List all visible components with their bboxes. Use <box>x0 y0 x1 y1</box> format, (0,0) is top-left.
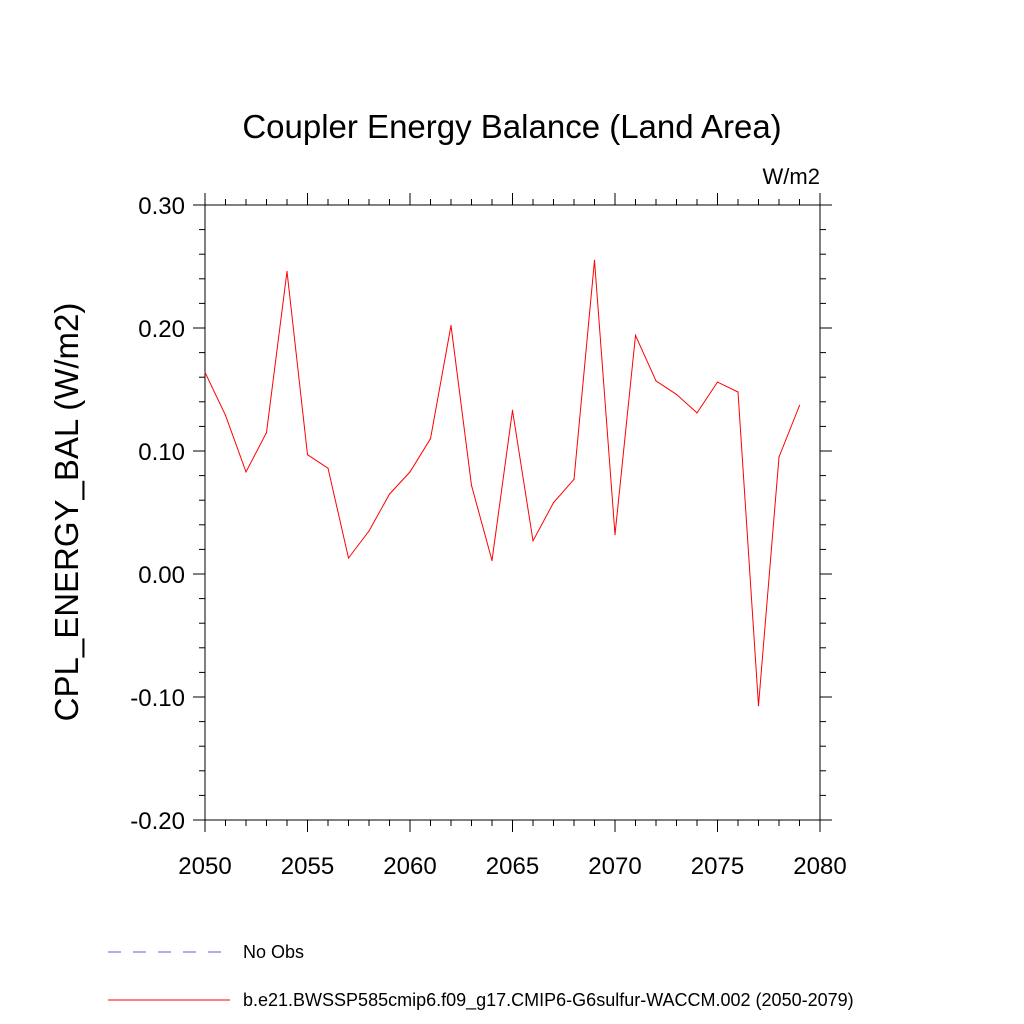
chart-title: Coupler Energy Balance (Land Area) <box>242 108 781 145</box>
y-tick-label: -0.10 <box>130 685 185 712</box>
data-point <box>778 456 780 458</box>
units-label: W/m2 <box>763 164 820 189</box>
data-point <box>552 502 555 504</box>
data-point <box>655 380 657 382</box>
data-point <box>450 324 452 327</box>
data-point <box>306 454 309 456</box>
data-point <box>409 471 411 473</box>
data-point <box>327 467 329 469</box>
data-point <box>470 484 473 487</box>
x-tick-label: 2070 <box>588 853 641 880</box>
data-point <box>204 371 206 373</box>
legend-label: b.e21.BWSSP585cmip6.f09_g17.CMIP6-G6sulf… <box>243 990 854 1011</box>
data-point <box>798 404 801 407</box>
axis-ticks: 2050 2055 2060 2065 2070 2075 2080 -0.20 -0.10 0.… <box>130 193 847 880</box>
data-point <box>388 493 391 495</box>
y-tick-label: 0.10 <box>138 439 185 466</box>
data-point <box>614 534 616 536</box>
data-point <box>716 381 719 383</box>
data-point <box>634 334 637 336</box>
data-point <box>593 259 596 261</box>
data-point <box>491 559 493 562</box>
data-point <box>224 414 227 416</box>
data-point <box>696 412 698 414</box>
x-tick-label: 2080 <box>793 853 846 880</box>
y-tick-label: 0.30 <box>138 193 185 220</box>
data-point <box>737 391 739 393</box>
data-point <box>368 530 370 532</box>
legend-label: No Obs <box>243 942 304 962</box>
data-point <box>511 409 514 412</box>
y-axis-label: CPL_ENERGY_BAL (W/m2) <box>48 303 85 722</box>
series-line <box>204 260 800 706</box>
data-point <box>429 438 432 440</box>
y-tick-label: -0.20 <box>130 808 185 835</box>
data-series-layer <box>204 259 801 707</box>
x-tick-label: 2050 <box>178 853 231 880</box>
data-point <box>245 471 247 473</box>
data-point <box>573 478 575 480</box>
data-point <box>675 393 678 396</box>
x-tick-label: 2075 <box>691 853 744 880</box>
x-tick-label: 2065 <box>486 853 539 880</box>
data-point <box>757 705 760 707</box>
legend: No Obs b.e21.BWSSP585cmip6.f09_g17.CMIP6-… <box>108 942 854 1011</box>
data-point <box>347 557 350 559</box>
y-tick-label: 0.20 <box>138 316 185 343</box>
data-point <box>286 270 288 273</box>
plot-frame <box>204 204 821 821</box>
data-point <box>265 431 268 434</box>
y-tick-label: 0.00 <box>138 562 185 589</box>
x-tick-label: 2055 <box>281 853 334 880</box>
data-point <box>532 540 534 542</box>
x-tick-label: 2060 <box>383 853 436 880</box>
